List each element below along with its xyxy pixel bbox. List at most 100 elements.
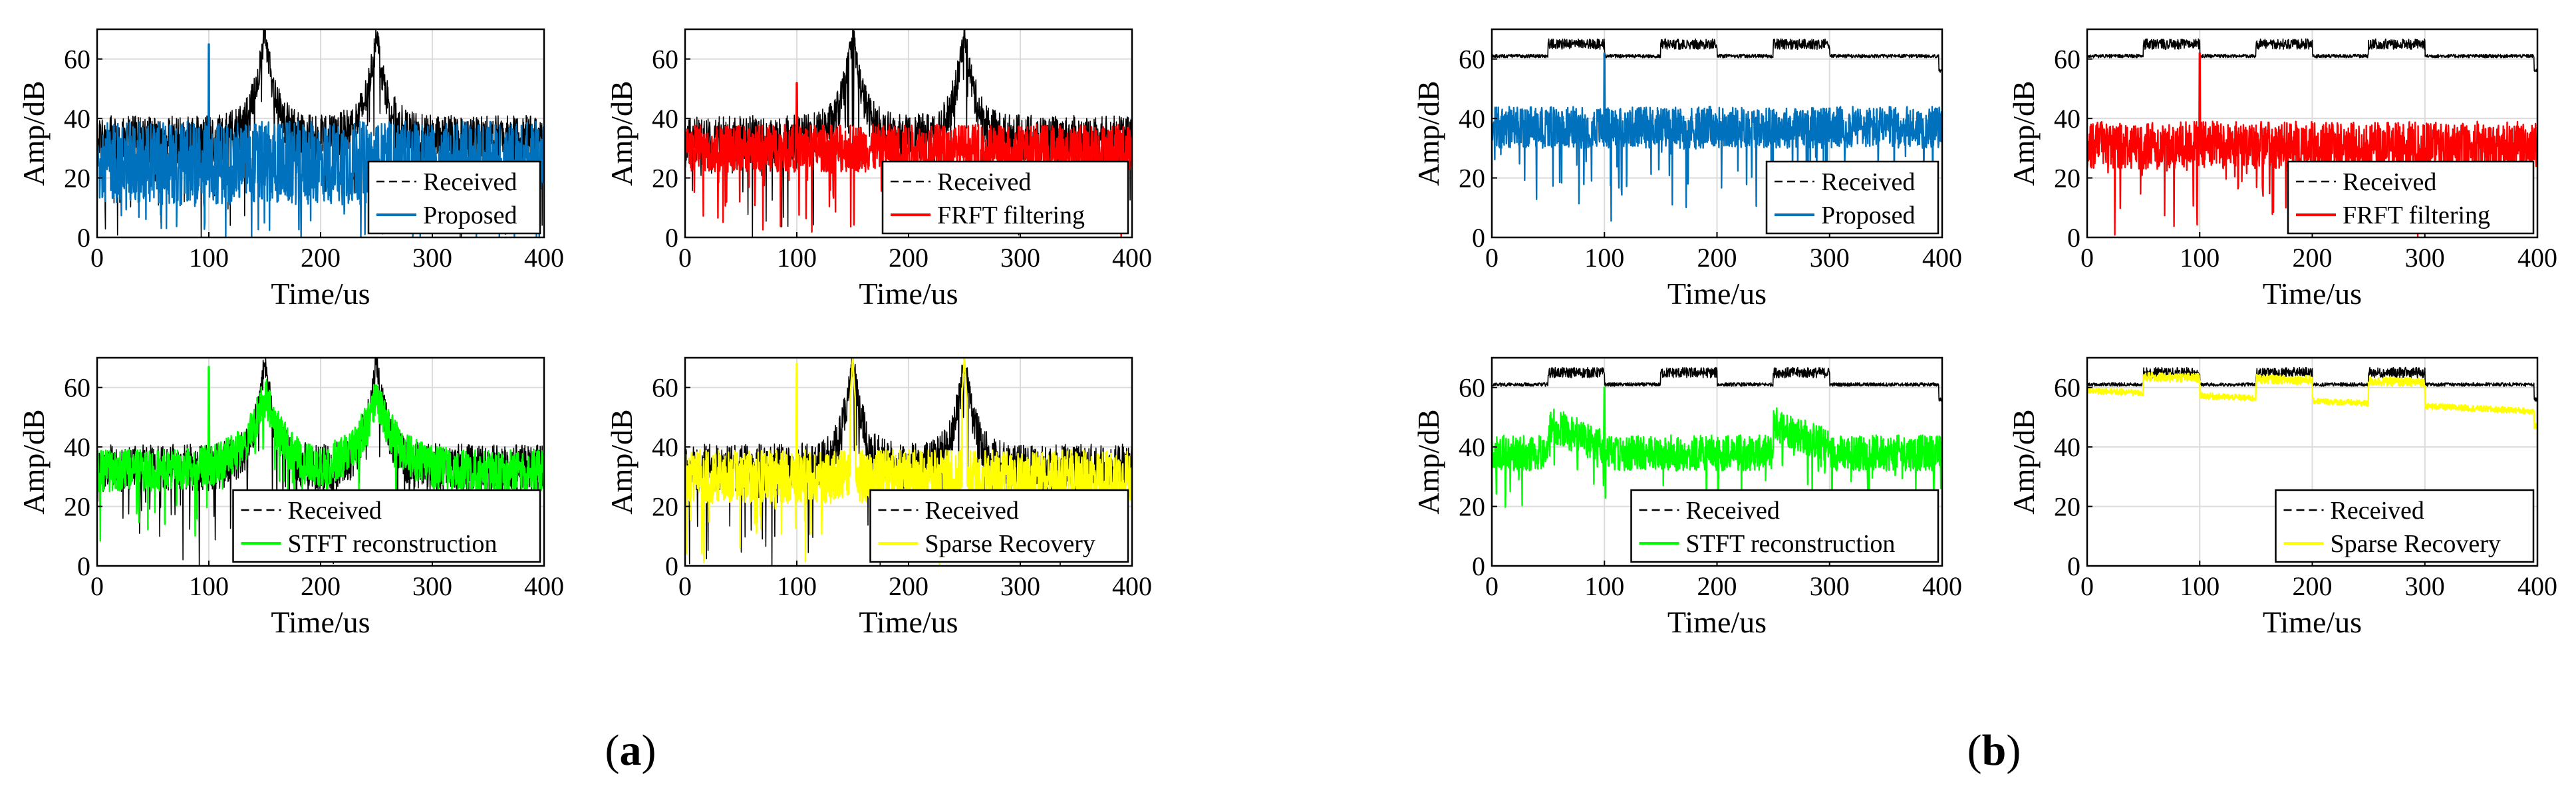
x-axis-label: Time/us	[1667, 277, 1767, 311]
x-tick-label: 100	[777, 243, 817, 273]
x-tick-label: 300	[2405, 571, 2445, 601]
subfigure-label-a: (a)	[605, 726, 656, 775]
y-axis-label: Amp/dB	[2007, 80, 2041, 186]
legend-label: Received	[423, 168, 517, 196]
x-tick-label: 0	[1485, 571, 1499, 601]
y-tick-label: 40	[652, 432, 678, 462]
x-tick-label: 0	[90, 243, 104, 273]
x-tick-label: 0	[678, 571, 692, 601]
legend: Received STFT reconstruction	[1630, 489, 1939, 563]
y-tick-label: 0	[1472, 551, 1485, 581]
series-processed-line	[685, 82, 1132, 237]
x-tick-label: 100	[189, 243, 229, 273]
x-tick-label: 400	[524, 571, 564, 601]
y-tick-label: 40	[1459, 432, 1485, 462]
x-tick-label: 100	[2180, 571, 2219, 601]
chart-b2: 0 100 200 300 400 0 20 40 60 Time/us Amp/dB Receive…	[2007, 28, 2557, 311]
legend-label: FRFT filtering	[2343, 201, 2490, 229]
legend-label: Proposed	[423, 201, 517, 229]
x-tick-label: 400	[1922, 243, 1962, 273]
legend-label: Received	[2343, 168, 2436, 196]
y-tick-label: 60	[1459, 45, 1485, 74]
legend: Received FRFT filtering	[881, 160, 1129, 235]
x-tick-label: 300	[1000, 243, 1040, 273]
series-processed-line	[1492, 52, 1942, 222]
y-tick-label: 20	[64, 164, 90, 194]
legend-box	[2275, 489, 2535, 563]
x-tick-label: 300	[1810, 571, 1850, 601]
x-axis-label: Time/us	[2263, 277, 2362, 311]
y-axis-label: Amp/dB	[2007, 409, 2041, 514]
y-tick-label: 0	[77, 551, 90, 581]
y-tick-label: 20	[2054, 164, 2080, 194]
x-tick-label: 200	[1697, 571, 1737, 601]
y-tick-label: 0	[1472, 223, 1485, 253]
x-tick-label: 200	[889, 571, 929, 601]
chart-a4: 0 100 200 300 400 0 20 40 60 Time/us Amp/dB Receive…	[605, 356, 1152, 639]
subfigure-label-b: (b)	[1967, 726, 2021, 775]
y-tick-label: 60	[1459, 373, 1485, 403]
x-tick-label: 300	[2405, 243, 2445, 273]
legend-label: STFT reconstruction	[1686, 530, 1896, 558]
y-tick-label: 60	[652, 45, 678, 74]
y-tick-label: 0	[665, 223, 678, 253]
legend-label: Received	[2331, 497, 2424, 525]
x-tick-label: 400	[524, 243, 564, 273]
x-tick-label: 400	[1112, 243, 1152, 273]
x-tick-label: 200	[889, 243, 929, 273]
y-tick-label: 20	[2054, 492, 2080, 522]
y-tick-label: 20	[652, 164, 678, 194]
legend: Received Sparse Recovery	[2275, 489, 2535, 563]
chart-b1: 0 100 200 300 400 0 20 40 60 Time/us Amp/dB Receive…	[1411, 28, 1962, 311]
series-processed-line	[97, 366, 544, 542]
x-tick-label: 400	[2517, 571, 2557, 601]
chart-a2: 0 100 200 300 400 0 20 40 60 Time/us Amp/dB Receive…	[605, 28, 1152, 311]
legend-label: Proposed	[1821, 201, 1915, 229]
x-tick-label: 0	[1485, 243, 1499, 273]
y-tick-label: 20	[64, 492, 90, 522]
x-tick-label: 200	[2293, 571, 2333, 601]
legend: Received Proposed	[367, 160, 541, 235]
y-tick-label: 60	[64, 373, 90, 403]
y-tick-label: 0	[665, 551, 678, 581]
y-tick-label: 40	[64, 432, 90, 462]
series-processed-line	[2087, 52, 2537, 237]
x-tick-label: 0	[2080, 243, 2094, 273]
legend-box	[869, 489, 1129, 563]
chart-b3: 0 100 200 300 400 0 20 40 60 Time/us Amp/dB Receive…	[1411, 356, 1962, 639]
legend-label: Received	[1821, 168, 1915, 196]
chart-b4: 0 100 200 300 400 0 20 40 60 Time/us Amp/dB Receive…	[2007, 356, 2557, 639]
x-tick-label: 300	[1810, 243, 1850, 273]
y-tick-label: 40	[652, 104, 678, 134]
legend-label: Received	[1686, 497, 1780, 525]
x-tick-label: 300	[412, 243, 452, 273]
x-tick-label: 100	[189, 571, 229, 601]
y-tick-label: 60	[64, 45, 90, 74]
y-tick-label: 0	[2067, 223, 2080, 253]
series-received-line	[1492, 38, 1942, 73]
legend-label: Sparse Recovery	[2331, 530, 2501, 558]
x-tick-label: 0	[678, 243, 692, 273]
legend-label: Sparse Recovery	[925, 530, 1095, 558]
legend-box	[1630, 489, 1939, 563]
y-axis-label: Amp/dB	[1411, 80, 1445, 186]
legend-label: Received	[288, 497, 382, 525]
y-tick-label: 60	[2054, 373, 2080, 403]
x-tick-label: 0	[90, 571, 104, 601]
y-tick-label: 20	[1459, 492, 1485, 522]
legend-box	[367, 160, 541, 235]
x-tick-label: 300	[1000, 571, 1040, 601]
x-axis-label: Time/us	[2263, 605, 2362, 639]
x-tick-label: 400	[1112, 571, 1152, 601]
legend-box	[232, 489, 541, 563]
x-tick-label: 200	[301, 243, 341, 273]
series-received-line	[1492, 366, 1942, 402]
y-axis-label: Amp/dB	[605, 80, 639, 186]
x-tick-label: 400	[1922, 571, 1962, 601]
y-tick-label: 40	[2054, 432, 2080, 462]
y-tick-label: 40	[1459, 104, 1485, 134]
x-axis-label: Time/us	[271, 277, 370, 311]
y-tick-label: 0	[77, 223, 90, 253]
x-tick-label: 100	[1584, 571, 1624, 601]
y-tick-label: 40	[64, 104, 90, 134]
